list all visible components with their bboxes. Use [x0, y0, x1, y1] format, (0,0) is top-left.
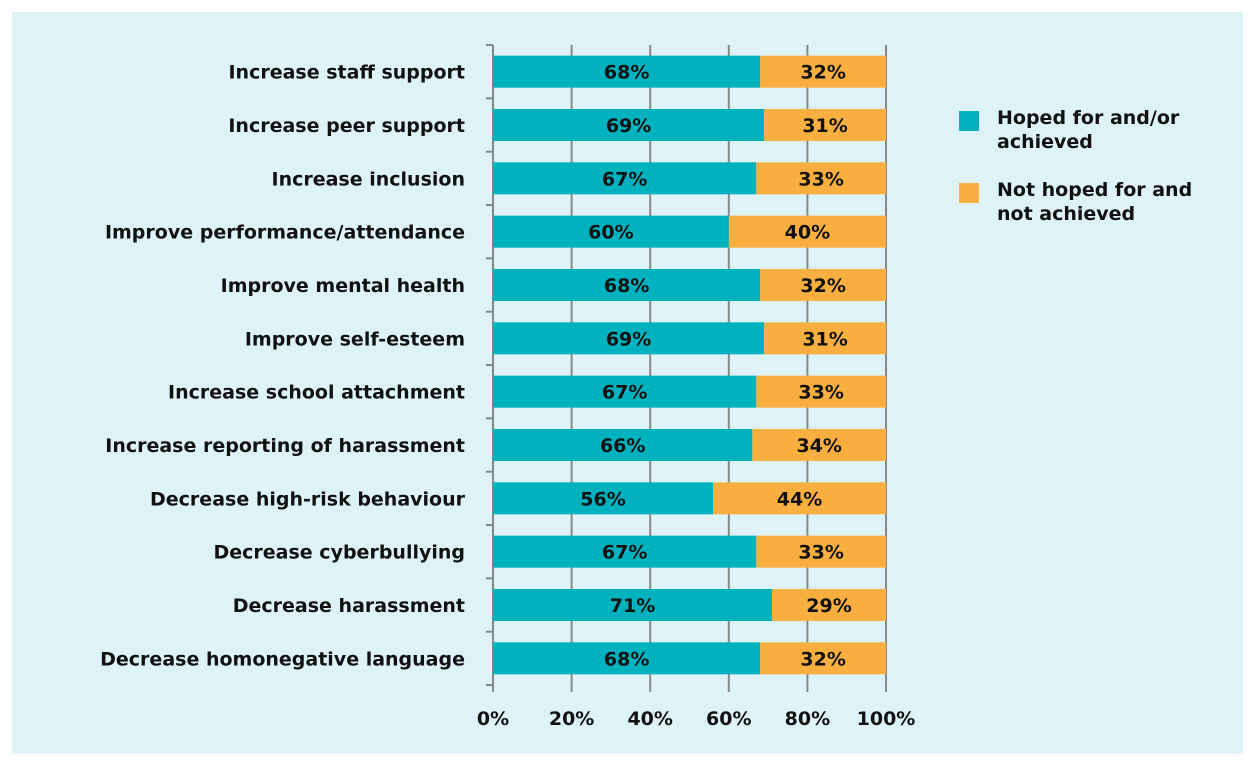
bar-segment-not-hoped	[756, 162, 886, 195]
bar-segment-not-hoped	[752, 429, 886, 461]
bar-segment-not-hoped	[760, 269, 886, 301]
bar-segment-not-hoped	[756, 535, 886, 568]
bar-segment-not-hoped	[713, 482, 886, 515]
category-label: Decrease high-risk behaviour	[150, 488, 466, 510]
bar-segment-hoped	[493, 482, 714, 515]
bar-segment-not-hoped	[764, 109, 886, 141]
data-label-not-hoped: 33%	[798, 382, 843, 404]
legend-label-not-hoped-line1: Not hoped for and	[997, 179, 1193, 201]
data-label-hoped: 66%	[600, 435, 645, 457]
category-label: Increase peer support	[228, 115, 465, 137]
bar-segment-not-hoped	[764, 322, 886, 355]
data-label-not-hoped: 32%	[800, 62, 845, 84]
category-label: Increase inclusion	[272, 168, 466, 190]
data-label-hoped: 69%	[606, 115, 651, 137]
bar-segment-hoped	[493, 55, 761, 88]
legend-swatch-hoped	[959, 111, 979, 131]
data-label-hoped: 67%	[602, 382, 647, 404]
x-tick-label: 60%	[706, 708, 751, 730]
data-label-hoped: 68%	[604, 62, 649, 84]
data-label-not-hoped: 31%	[802, 328, 847, 350]
bar-segment-hoped	[493, 375, 757, 408]
legend-label-hoped-line2: achieved	[997, 131, 1093, 153]
legend-label-not-hoped-line2: not achieved	[997, 203, 1136, 225]
bar-segment-hoped	[493, 162, 757, 195]
data-label-hoped: 68%	[604, 648, 649, 670]
legend-item-hoped: Hoped for and/or achieved	[959, 106, 1249, 154]
bar-segment-hoped	[493, 589, 773, 621]
data-label-not-hoped: 32%	[800, 275, 845, 297]
data-label-not-hoped: 33%	[798, 542, 843, 564]
bar-segment-hoped	[493, 109, 765, 141]
data-label-hoped: 56%	[580, 488, 625, 510]
category-label: Improve mental health	[221, 275, 465, 297]
x-tick-label: 40%	[627, 708, 672, 730]
category-label: Decrease homonegative language	[100, 648, 465, 670]
category-label: Improve self-esteem	[245, 328, 465, 350]
bar-segment-hoped	[493, 535, 757, 568]
bar-segment-hoped	[493, 215, 729, 248]
data-label-hoped: 69%	[606, 328, 651, 350]
bar-segment-not-hoped	[756, 375, 886, 408]
bar-segment-not-hoped	[760, 55, 886, 88]
x-tick-label: 0%	[477, 708, 509, 730]
data-label-not-hoped: 40%	[785, 222, 830, 244]
bar-segment-not-hoped	[760, 642, 886, 675]
data-label-hoped: 71%	[610, 595, 655, 617]
data-label-not-hoped: 31%	[802, 115, 847, 137]
data-label-hoped: 68%	[604, 275, 649, 297]
data-label-hoped: 67%	[602, 168, 647, 190]
data-label-hoped: 67%	[602, 542, 647, 564]
data-label-not-hoped: 29%	[806, 595, 851, 617]
bar-segment-not-hoped	[728, 215, 886, 248]
bar-segment-hoped	[493, 322, 765, 355]
x-tick-label: 20%	[549, 708, 594, 730]
data-label-not-hoped: 32%	[800, 648, 845, 670]
bar-segment-hoped	[493, 429, 753, 461]
legend-label-hoped-line1: Hoped for and/or	[997, 107, 1180, 129]
bar-segment-hoped	[493, 269, 761, 301]
chart-panel: 0% 20% 40% 60% 80% 100% Increase staff support…	[12, 12, 1243, 754]
category-label: Decrease harassment	[233, 595, 465, 617]
category-label: Decrease cyberbullying	[214, 542, 466, 564]
legend-item-not-hoped: Not hoped for and not achieved	[959, 178, 1249, 226]
data-label-not-hoped: 44%	[777, 488, 822, 510]
data-label-not-hoped: 33%	[798, 168, 843, 190]
x-tick-label: 80%	[785, 708, 830, 730]
category-label: Improve performance/attendance	[105, 222, 465, 244]
legend: Hoped for and/or achieved Not hoped for …	[959, 106, 1249, 250]
x-tick-label: 100%	[857, 708, 916, 730]
category-label: Increase school attachment	[168, 382, 465, 404]
data-label-hoped: 60%	[588, 222, 633, 244]
category-label: Increase staff support	[228, 62, 465, 84]
category-label: Increase reporting of harassment	[105, 435, 465, 457]
data-label-not-hoped: 34%	[796, 435, 841, 457]
bar-segment-hoped	[493, 642, 761, 675]
bar-segment-not-hoped	[772, 589, 886, 621]
legend-swatch-not-hoped	[959, 183, 979, 203]
bar-chart: 0% 20% 40% 60% 80% 100% Increase staff support…	[100, 44, 916, 730]
